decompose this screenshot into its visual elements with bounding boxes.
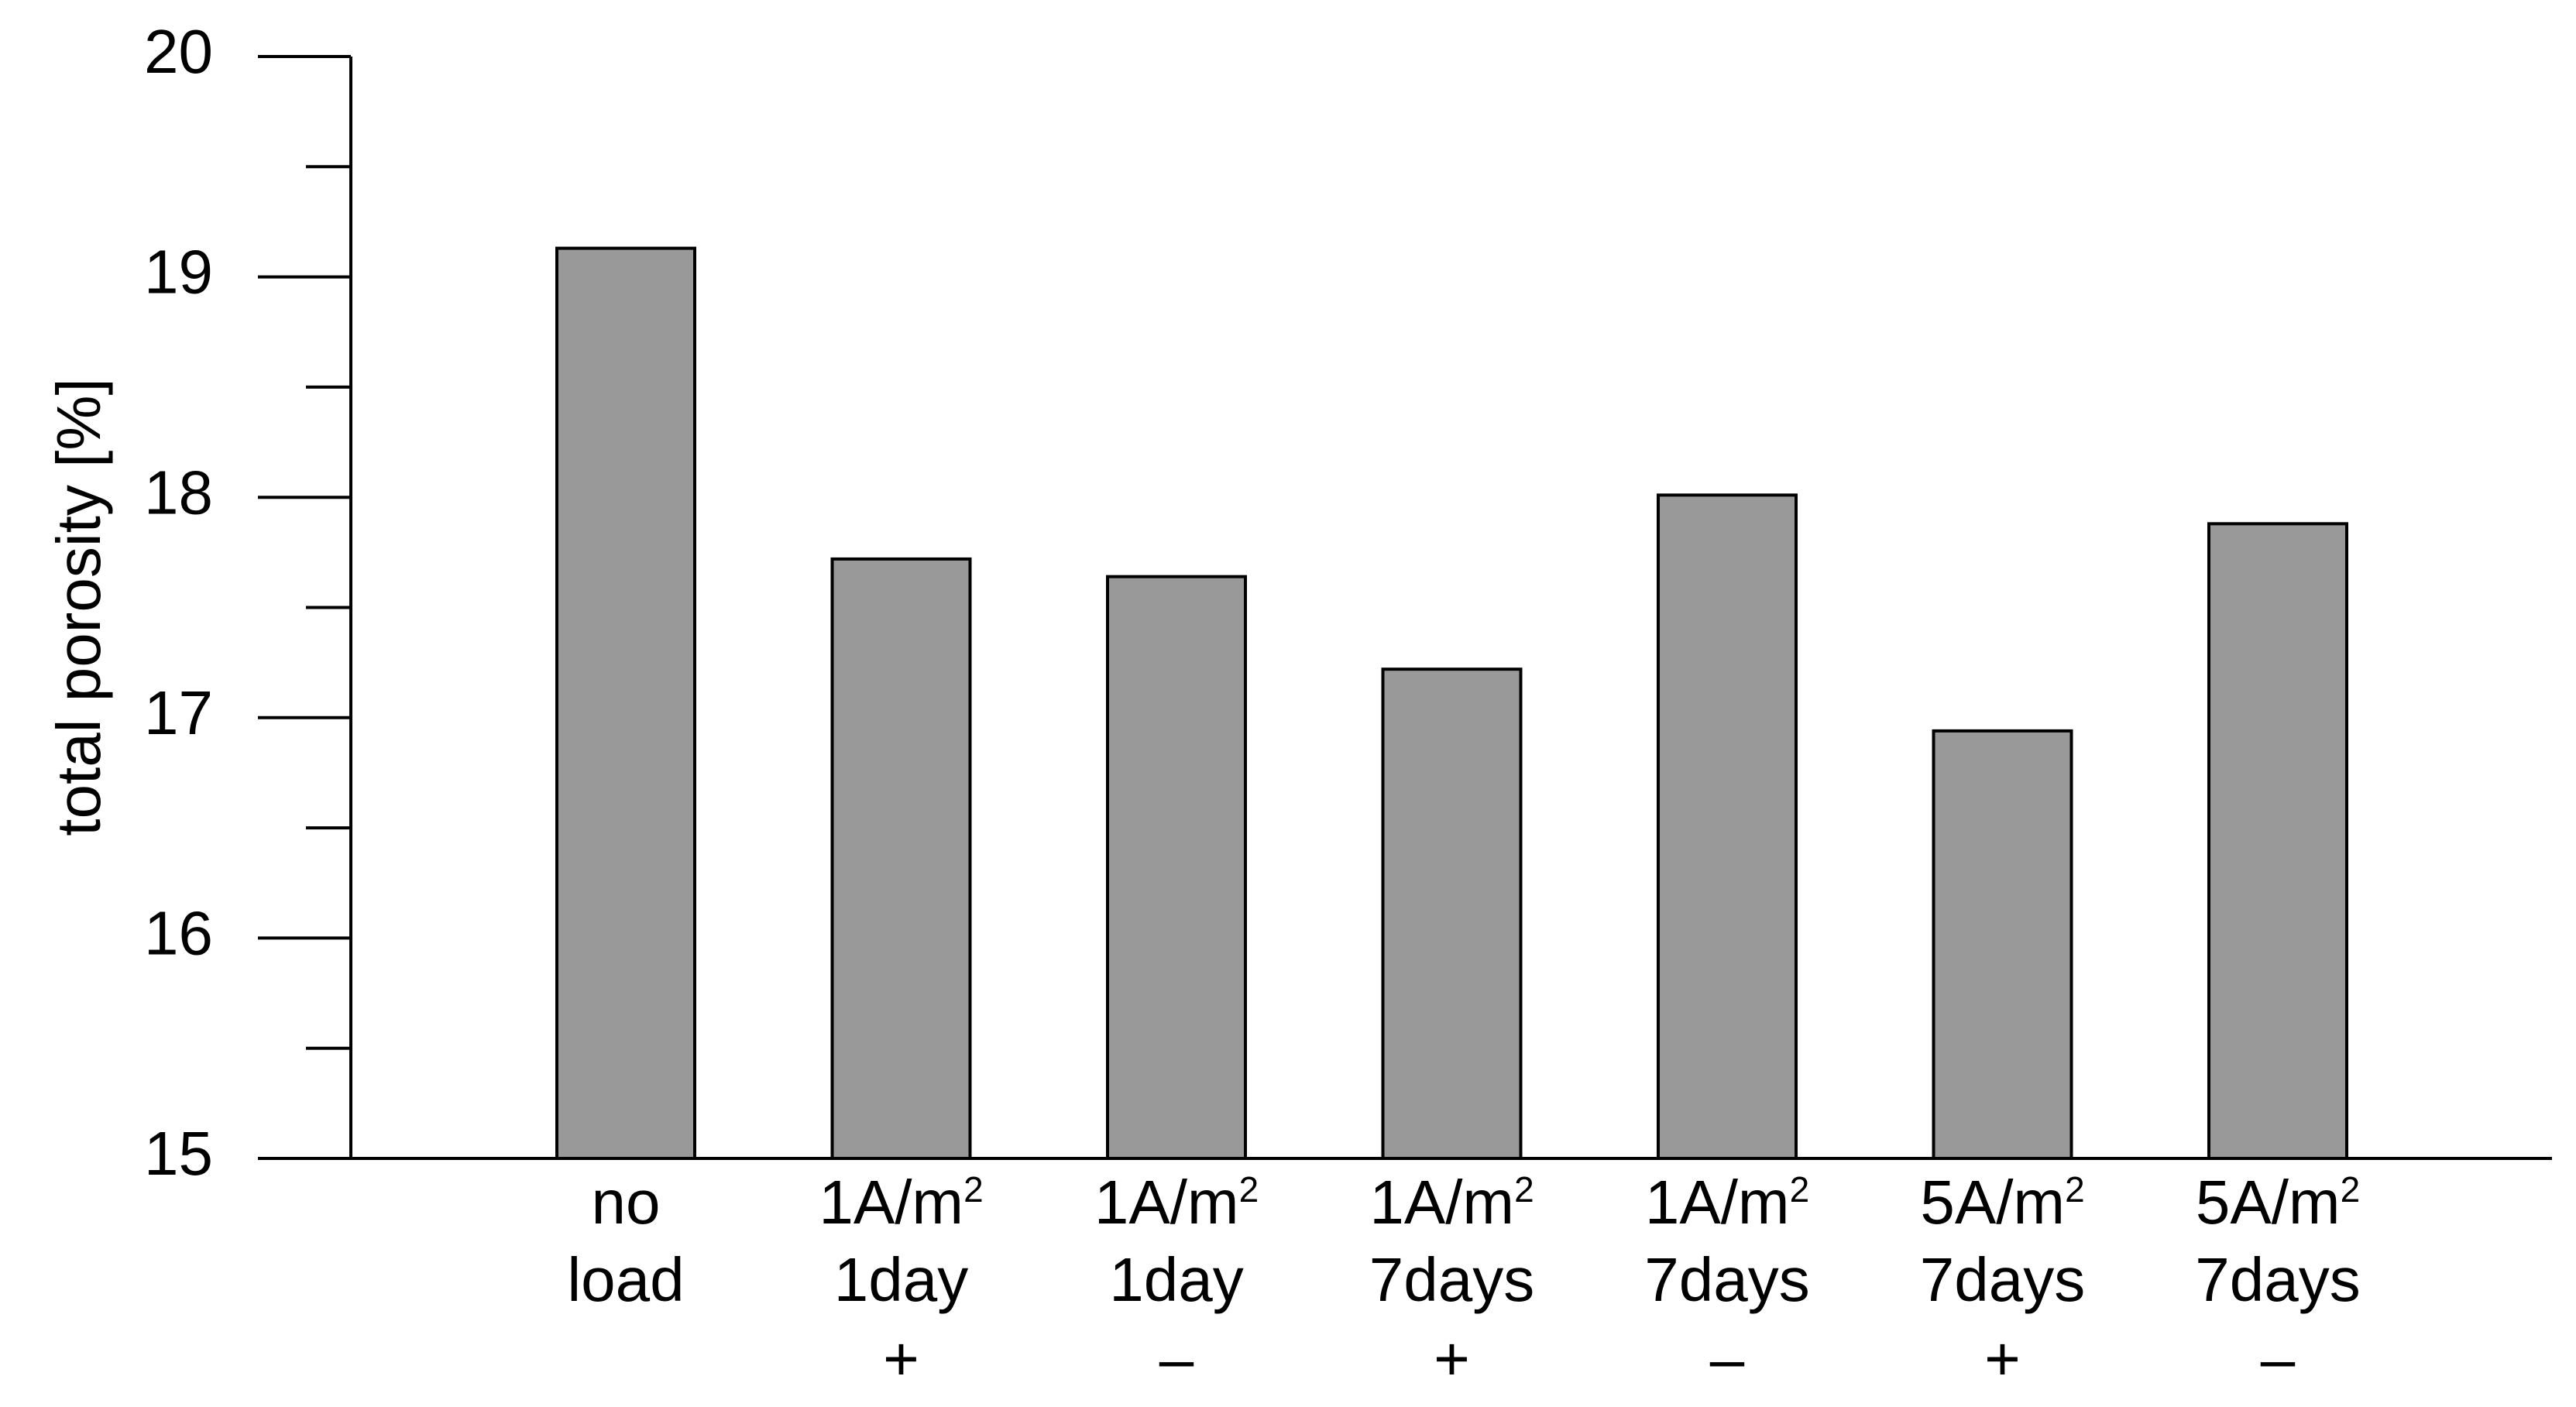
y-tick-label: 19	[144, 238, 213, 307]
bar	[830, 557, 972, 1160]
x-category-label-line2: 7days	[1369, 1245, 1534, 1314]
y-axis-ticks	[258, 55, 351, 1160]
x-category-label-line2: 1day	[1109, 1245, 1243, 1314]
x-category-label-line2: 7days	[1644, 1245, 1809, 1314]
bar	[1381, 667, 1523, 1160]
x-category-label-superscript: 2	[1239, 1169, 1259, 1210]
x-category-label-superscript: 2	[1790, 1169, 1810, 1210]
x-category-label-line1: 5A/m2	[2196, 1168, 2360, 1237]
x-category-label-line1: 1A/m2	[819, 1168, 983, 1237]
x-category-sign: +	[1434, 1324, 1470, 1393]
y-tick-label: 16	[144, 899, 213, 968]
x-category-sign: –	[1159, 1324, 1194, 1393]
x-category-sign: +	[1984, 1324, 2021, 1393]
x-category-label-main: 1A/m	[819, 1168, 963, 1237]
y-tick-label: 15	[144, 1119, 213, 1188]
x-category-label-line2: load	[567, 1245, 684, 1314]
x-category-sign: +	[883, 1324, 919, 1393]
x-category-label-main: 1A/m	[1645, 1168, 1790, 1237]
x-category-label-line1: 1A/m2	[1094, 1168, 1259, 1237]
x-category-sign: –	[1710, 1324, 1745, 1393]
x-category-label-superscript: 2	[1514, 1169, 1534, 1210]
y-tick-label: 17	[144, 678, 213, 747]
bar	[555, 246, 696, 1160]
x-category-label-line2: 1day	[834, 1245, 968, 1314]
y-tick-label: 18	[144, 458, 213, 527]
x-category-label-main: 1A/m	[1369, 1168, 1514, 1237]
x-category-label-line2: 7days	[2195, 1245, 2360, 1314]
bar	[1932, 729, 2073, 1160]
x-category-label-main: 5A/m	[2196, 1168, 2341, 1237]
x-category-label-line1: no	[592, 1168, 661, 1237]
bars	[555, 246, 2348, 1160]
x-axis-category-labels: noload1A/m21day+1A/m21day–1A/m27days+1A/…	[567, 1168, 2360, 1393]
y-axis-title: total porosity [%]	[44, 378, 113, 836]
bar	[1657, 493, 1798, 1160]
x-category-label-superscript: 2	[2065, 1169, 2085, 1210]
x-category-label-line1: 1A/m2	[1369, 1168, 1534, 1237]
x-category-label-superscript: 2	[963, 1169, 984, 1210]
x-category-label-line1: 1A/m2	[1645, 1168, 1809, 1237]
x-category-label-superscript: 2	[2341, 1169, 2361, 1210]
x-category-label-main: 5A/m	[1920, 1168, 2065, 1237]
x-category-sign: –	[2261, 1324, 2296, 1393]
bar	[1106, 575, 1247, 1160]
x-category-label-main: no	[592, 1168, 661, 1237]
bar	[2207, 522, 2348, 1160]
x-category-label-line1: 5A/m2	[1920, 1168, 2084, 1237]
x-category-label-line2: 7days	[1920, 1245, 2085, 1314]
y-tick-label: 20	[144, 17, 213, 86]
y-axis-tick-labels: 15 16 17 18 19 20	[144, 17, 213, 1188]
x-category-label-main: 1A/m	[1094, 1168, 1239, 1237]
